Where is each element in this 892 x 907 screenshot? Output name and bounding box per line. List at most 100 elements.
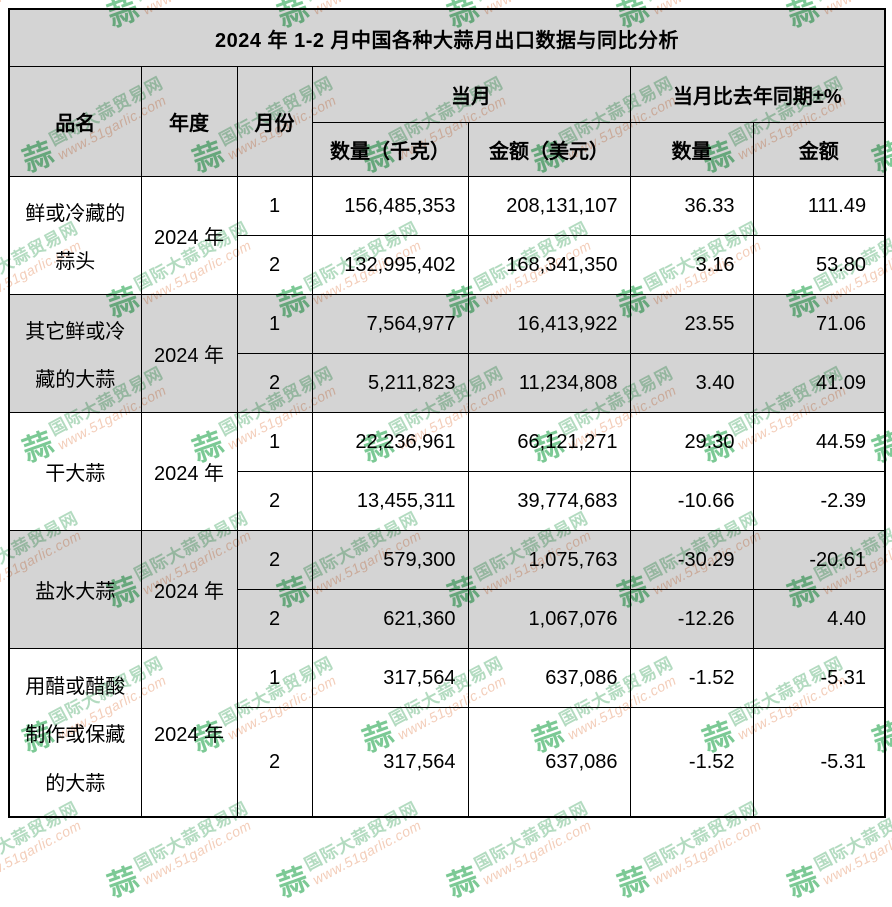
product-name-line: 干大蒜 (45, 463, 106, 485)
column-header-quantity-kg: 数量（千克） (311, 122, 469, 177)
cell-quantity: 156,485,353 (311, 176, 469, 236)
cell-amount-pct: 4.40 (752, 589, 886, 649)
cell-month: 2 (236, 589, 313, 649)
product-name-line: 藏的大蒜 (35, 369, 116, 391)
cell-year: 2024 年 (140, 648, 238, 818)
cell-quantity-pct: -10.66 (629, 471, 754, 531)
cell-quantity: 13,455,311 (311, 471, 469, 531)
product-name-line: 的大蒜 (45, 772, 106, 795)
cell-amount: 637,086 (467, 648, 631, 708)
product-name-line: 用醋或醋酸 (25, 675, 126, 698)
cell-amount-pct: -5.31 (752, 707, 886, 818)
cell-amount: 168,341,350 (467, 235, 631, 295)
cell-year: 2024 年 (140, 530, 238, 649)
cell-product-name: 盐水大蒜 (8, 530, 142, 649)
cell-month: 1 (236, 294, 313, 354)
garlic-logo-icon: 蒜 (613, 861, 653, 904)
cell-quantity: 317,564 (311, 648, 469, 708)
table-row: 其它鲜或冷 藏的大蒜 2024 年 1 7,564,977 16,413,922… (8, 294, 886, 413)
table-row: 2 132,995,402 168,341,350 3.16 53.80 (9, 235, 886, 295)
cell-quantity-pct: -1.52 (629, 648, 754, 708)
watermark-site-name: 国际大蒜贸易网 (131, 0, 251, 4)
cell-amount: 11,234,808 (467, 353, 631, 413)
product-name-line: 蒜头 (55, 251, 96, 273)
cell-month: 2 (236, 530, 313, 590)
table-row: 干大蒜 2024 年 1 22,236,961 66,121,271 29.30… (8, 412, 886, 531)
product-name-line: 盐水大蒜 (35, 581, 116, 603)
cell-amount: 16,413,922 (467, 294, 631, 354)
cell-product-name: 其它鲜或冷 藏的大蒜 (8, 294, 142, 413)
table-row: 品名 年度 月份 当月 当月比去年同期±% (8, 66, 886, 177)
cell-amount: 66,121,271 (467, 412, 631, 472)
garlic-logo-icon: 蒜 (783, 861, 823, 904)
table-row: 数量（千克） 金额（美元） 数量 金额 (9, 122, 886, 177)
watermark-url: www.51garlic.com (649, 816, 764, 888)
watermark-url: www.51garlic.com (819, 816, 892, 888)
column-header-year: 年度 (140, 66, 238, 177)
column-header-amount-usd: 金额（美元） (467, 122, 631, 177)
product-name-line: 鲜或冷藏的 (25, 203, 126, 225)
watermark-url: www.51garlic.com (479, 816, 594, 888)
cell-month: 1 (236, 648, 313, 708)
cell-quantity: 5,211,823 (311, 353, 469, 413)
product-name-line: 其它鲜或冷 (25, 321, 126, 343)
table-row: 2 13,455,311 39,774,683 -10.66 -2.39 (9, 471, 886, 531)
column-header-month: 月份 (236, 66, 313, 177)
cell-quantity: 22,236,961 (311, 412, 469, 472)
cell-amount-pct: -2.39 (752, 471, 886, 531)
export-data-table: 2024 年 1-2 月中国各种大蒜月出口数据与同比分析 品名 年度 月份 当月… (8, 8, 887, 818)
cell-month: 1 (236, 412, 313, 472)
cell-quantity-pct: 29.30 (629, 412, 754, 472)
cell-product-name: 鲜或冷藏的 蒜头 (8, 176, 142, 295)
watermark-url: www.51garlic.com (139, 816, 254, 888)
garlic-logo-icon: 蒜 (443, 861, 483, 904)
cell-quantity: 317,564 (311, 707, 469, 818)
cell-quantity-pct: -30.29 (629, 530, 754, 590)
cell-amount-pct: -5.31 (752, 648, 886, 708)
table-row: 鲜或冷藏的 蒜头 2024 年 1 156,485,353 208,131,10… (8, 176, 886, 295)
table-row: 用醋或醋酸 制作或保藏 的大蒜 2024 年 1 317,564 637,086… (8, 648, 886, 818)
cell-amount-pct: 111.49 (752, 176, 886, 236)
table-row: 2024 年 1-2 月中国各种大蒜月出口数据与同比分析 (8, 8, 886, 67)
cell-quantity: 7,564,977 (311, 294, 469, 354)
watermark-site-name: 国际大蒜贸易网 (641, 0, 761, 4)
column-header-product: 品名 (8, 66, 142, 177)
column-group-yoy: 当月比去年同期±% (629, 66, 886, 123)
garlic-logo-icon: 蒜 (273, 861, 313, 904)
column-header-amount-pct: 金额 (752, 122, 886, 177)
cell-quantity: 132,995,402 (311, 235, 469, 295)
garlic-logo-icon: 蒜 (103, 861, 143, 904)
cell-year: 2024 年 (140, 412, 238, 531)
cell-quantity-pct: 36.33 (629, 176, 754, 236)
cell-month: 2 (236, 707, 313, 818)
table-row: 盐水大蒜 2024 年 2 579,300 1,075,763 -30.29 -… (8, 530, 886, 649)
cell-product-name: 用醋或醋酸 制作或保藏 的大蒜 (8, 648, 142, 818)
watermark-url: www.51garlic.com (0, 816, 84, 888)
cell-quantity-pct: -1.52 (629, 707, 754, 818)
watermark-site-name: 国际大蒜贸易网 (301, 0, 421, 4)
column-header-quantity-pct: 数量 (629, 122, 754, 177)
cell-month: 2 (236, 471, 313, 531)
cell-product-name: 干大蒜 (8, 412, 142, 531)
cell-amount-pct: 44.59 (752, 412, 886, 472)
cell-month: 2 (236, 353, 313, 413)
cell-year: 2024 年 (140, 294, 238, 413)
cell-amount-pct: 71.06 (752, 294, 886, 354)
cell-month: 2 (236, 235, 313, 295)
watermark-url: www.51garlic.com (309, 816, 424, 888)
cell-amount-pct: -20.61 (752, 530, 886, 590)
cell-quantity-pct: 23.55 (629, 294, 754, 354)
watermark-site-name: 国际大蒜贸易网 (0, 0, 81, 4)
cell-amount-pct: 41.09 (752, 353, 886, 413)
cell-year: 2024 年 (140, 176, 238, 295)
cell-month: 1 (236, 176, 313, 236)
cell-amount-pct: 53.80 (752, 235, 886, 295)
cell-amount: 208,131,107 (467, 176, 631, 236)
page-title: 2024 年 1-2 月中国各种大蒜月出口数据与同比分析 (8, 8, 886, 67)
cell-quantity: 579,300 (311, 530, 469, 590)
watermark-site-name: 国际大蒜贸易网 (471, 0, 591, 4)
cell-quantity-pct: -12.26 (629, 589, 754, 649)
cell-quantity-pct: 3.40 (629, 353, 754, 413)
watermark-site-name: 国际大蒜贸易网 (811, 0, 892, 4)
product-name-line: 制作或保藏 (25, 724, 126, 746)
